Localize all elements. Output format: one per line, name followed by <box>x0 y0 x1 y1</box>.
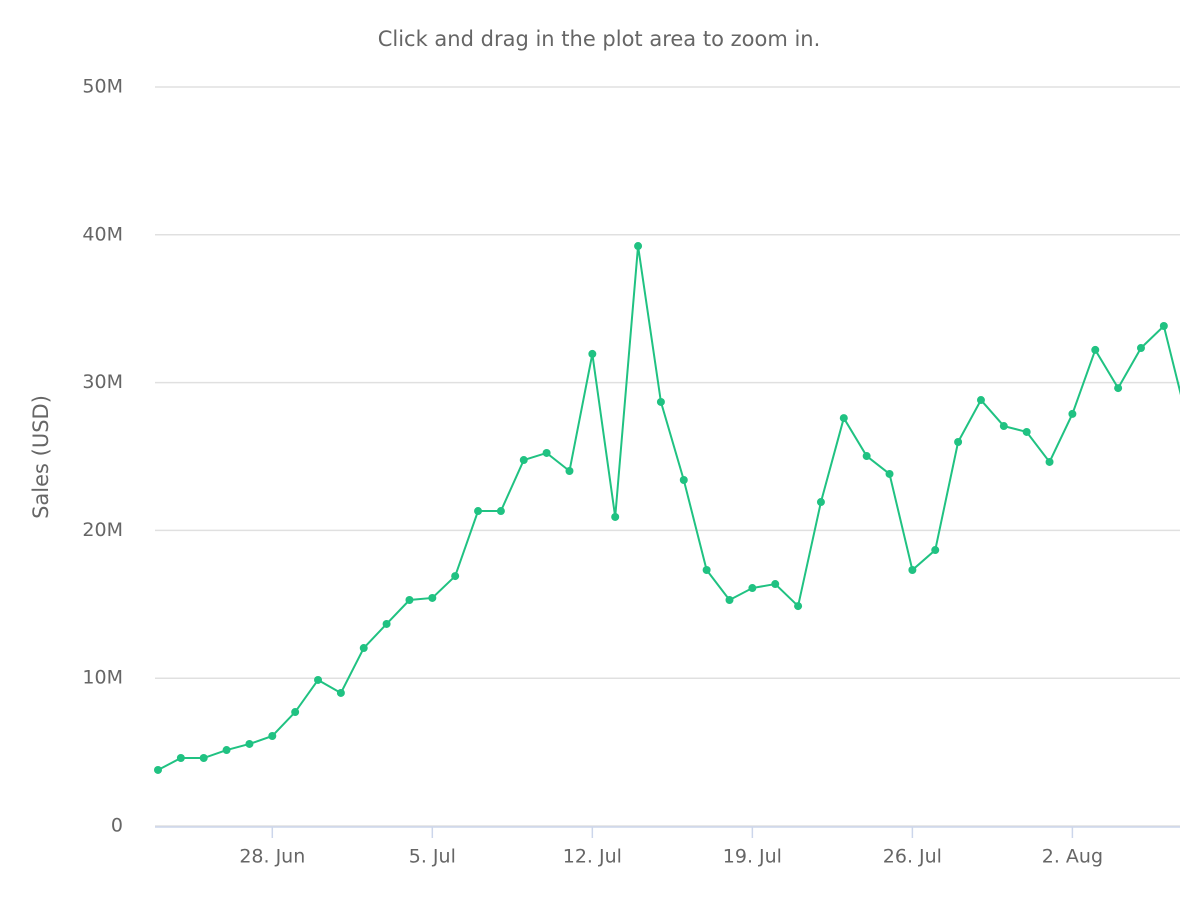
data-point <box>382 619 391 628</box>
data-point <box>885 469 894 478</box>
data-point <box>359 644 368 653</box>
data-point <box>291 708 300 717</box>
data-point <box>679 476 688 485</box>
x-tick-label: 19. Jul <box>723 846 782 868</box>
data-point <box>588 349 597 358</box>
data-point <box>336 688 345 697</box>
plot-area <box>154 242 1191 774</box>
x-tick-label: 12. Jul <box>563 846 622 868</box>
x-tick-label: 28. Jun <box>239 846 305 868</box>
data-point <box>474 507 483 516</box>
data-point <box>1045 457 1054 466</box>
data-point <box>519 456 528 465</box>
data-point <box>771 580 780 589</box>
y-tick-label: 40M <box>82 223 123 245</box>
y-axis-title: Sales (USD) <box>29 395 53 519</box>
data-point <box>999 422 1008 431</box>
data-point <box>222 746 231 755</box>
data-point <box>954 438 963 447</box>
data-point <box>656 397 665 406</box>
chart-subtitle: Click and drag in the plot area to zoom … <box>378 27 821 51</box>
data-point <box>199 754 208 763</box>
data-point <box>976 396 985 405</box>
data-point <box>908 566 917 575</box>
data-point <box>1091 345 1100 354</box>
data-point <box>314 675 323 684</box>
data-point <box>1114 384 1123 393</box>
data-point <box>405 596 414 605</box>
data-point <box>268 731 277 740</box>
data-point <box>154 765 162 774</box>
y-tick-label: 20M <box>82 519 123 541</box>
y-tick-label: 0 <box>111 815 123 837</box>
data-point <box>1183 414 1191 422</box>
data-point <box>496 507 505 516</box>
x-tick-label: 26. Jul <box>883 846 942 868</box>
data-point <box>794 602 803 611</box>
x-tick-label: 2. Aug <box>1042 846 1103 868</box>
y-tick-label: 30M <box>82 371 123 393</box>
data-point <box>702 566 711 575</box>
x-tick-label: 5. Jul <box>409 846 456 868</box>
data-point <box>611 512 620 521</box>
data-point <box>565 466 574 475</box>
y-tick-label: 50M <box>82 76 123 98</box>
data-point <box>816 498 825 507</box>
data-point <box>839 414 848 423</box>
data-point <box>176 754 185 763</box>
data-point <box>725 596 734 605</box>
data-point <box>1159 321 1168 330</box>
data-point <box>428 593 437 602</box>
data-point <box>1136 344 1145 353</box>
data-point <box>1068 409 1077 418</box>
data-point <box>245 739 254 748</box>
data-point <box>542 448 551 457</box>
data-point <box>1022 427 1031 436</box>
series-line <box>157 245 1180 771</box>
data-point <box>862 452 871 461</box>
data-point <box>451 572 460 581</box>
data-point <box>748 584 757 593</box>
data-point <box>634 242 643 251</box>
y-tick-label: 10M <box>82 667 123 689</box>
data-point <box>931 546 940 555</box>
